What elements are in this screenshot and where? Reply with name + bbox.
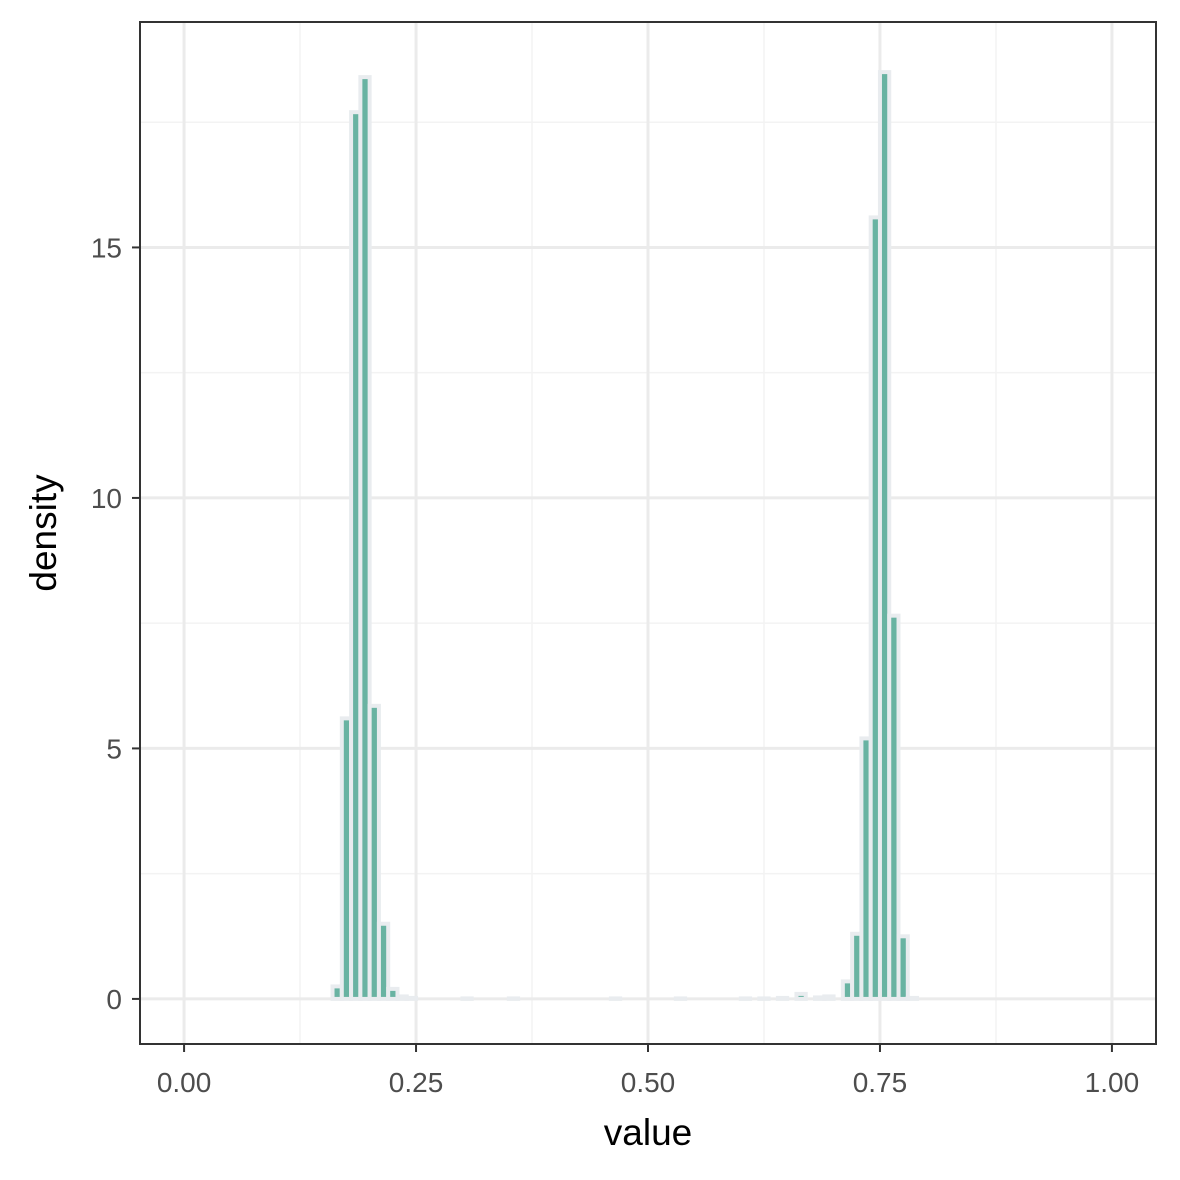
histogram-bar [794, 991, 808, 1001]
x-tick-label: 0.25 [389, 1067, 444, 1098]
histogram-bar [673, 996, 688, 1001]
histogram-bar [460, 996, 474, 1001]
histogram-bar [896, 934, 910, 1001]
histogram-bar [905, 995, 920, 1001]
histogram-bar [506, 996, 521, 1001]
histogram-bar [822, 994, 836, 1001]
histogram-bars [330, 70, 920, 1001]
histogram-bar [887, 613, 901, 1001]
histogram-bar [877, 70, 892, 1001]
x-tick-label: 1.00 [1085, 1067, 1140, 1098]
histogram-bar [757, 996, 771, 1001]
x-axis: 0.00 0.25 0.50 0.75 1.00 [157, 1044, 1139, 1098]
y-tick-label: 5 [106, 733, 122, 764]
y-tick-label: 15 [91, 232, 122, 263]
histogram-bar [367, 703, 381, 1001]
y-tick-label: 10 [91, 483, 122, 514]
histogram-bar [376, 921, 391, 1001]
x-tick-label: 0.00 [157, 1067, 212, 1098]
histogram-bar [738, 996, 753, 1001]
y-axis: 0 5 10 15 [91, 232, 140, 1015]
histogram-bar [386, 986, 400, 1001]
x-tick-label: 0.75 [853, 1067, 908, 1098]
histogram-bar [358, 75, 372, 1001]
y-axis-title: density [23, 474, 64, 592]
y-tick-label: 0 [106, 984, 122, 1015]
histogram-bar [404, 995, 419, 1001]
histogram-bar [775, 995, 790, 1001]
histogram-bar [608, 996, 623, 1001]
x-tick-label: 0.50 [621, 1067, 676, 1098]
x-axis-title: value [604, 1112, 692, 1153]
